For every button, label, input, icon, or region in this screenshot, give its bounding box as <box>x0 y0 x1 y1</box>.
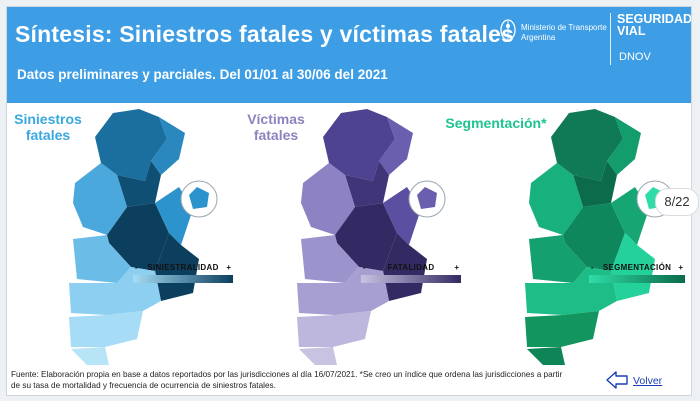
back-arrow-icon[interactable] <box>605 370 629 390</box>
scale-plus: + <box>454 263 459 272</box>
scale-minus: - <box>363 263 366 272</box>
map-north <box>95 109 167 181</box>
scale-gradient <box>361 275 461 283</box>
map-west-center <box>301 235 359 283</box>
scale-gradient <box>589 275 685 283</box>
map-northeast <box>379 117 413 175</box>
brand-name: SEGURIDAD VIAL <box>617 12 692 38</box>
brand-divider <box>610 13 611 65</box>
map-buenos-aires <box>383 233 427 301</box>
scale-label: FATALIDAD <box>387 263 435 272</box>
argentina-map <box>525 109 674 365</box>
scale-fatalidad: - FATALIDAD + <box>361 263 461 283</box>
map-title: Siniestros fatales <box>13 111 83 143</box>
scale-gradient <box>133 275 233 283</box>
ministry-country: Argentina <box>521 33 556 42</box>
map-center <box>563 203 625 271</box>
map-northeast <box>151 117 185 175</box>
map-title-line1: Segmentación* <box>445 115 547 131</box>
map-cuyo <box>301 163 355 235</box>
map-cuyo <box>73 163 127 235</box>
map-inset-caba <box>417 187 437 209</box>
map-victimas: Víctimas fatales - FATAL <box>235 103 463 367</box>
brand-line-1: SEGURIDAD <box>617 12 692 26</box>
map-patagonia-central <box>69 311 143 347</box>
scale-minus: - <box>135 263 138 272</box>
map-northeast <box>607 117 641 175</box>
map-title-line1: Víctimas <box>247 111 305 127</box>
map-inset-caba <box>189 187 209 209</box>
map-title-line2: fatales <box>253 127 299 143</box>
argentina-seal-icon <box>500 19 516 41</box>
map-title-line2: fatales <box>25 127 71 143</box>
header-band: Síntesis: Siniestros fatales y víctimas … <box>7 7 691 103</box>
map-buenos-aires <box>155 233 199 301</box>
map-title: Segmentación* <box>441 115 551 131</box>
scale-plus: + <box>226 263 231 272</box>
page-indicator: 8/22 <box>655 188 699 216</box>
map-north <box>551 109 623 181</box>
map-west-center <box>529 235 587 283</box>
map-buenos-aires <box>611 233 655 301</box>
ministry-logo: Ministerio de Transporte Argentina <box>499 15 609 45</box>
map-patagonia-south <box>71 347 109 365</box>
scale-siniestralidad: - SINIESTRALIDAD + <box>133 263 233 283</box>
map-center <box>335 203 397 271</box>
scale-label: SINIESTRALIDAD <box>147 263 219 272</box>
map-patagonia-south <box>527 347 565 365</box>
scale-segmentacion: - SEGMENTACIÓN + <box>589 263 685 283</box>
map-west-center <box>73 235 131 283</box>
map-patagonia-central <box>525 311 599 347</box>
argentina-map <box>297 109 446 365</box>
back-link[interactable]: Volver <box>633 375 663 387</box>
map-chaco <box>117 161 161 207</box>
map-patagonia-south <box>299 347 337 365</box>
scale-label: SEGMENTACIÓN <box>602 263 672 272</box>
back-button[interactable]: Volver <box>605 369 685 391</box>
map-chaco <box>345 161 389 207</box>
brand-sub: DNOV <box>619 51 651 63</box>
slide-title: Síntesis: Siniestros fatales y víctimas … <box>15 21 515 47</box>
map-siniestros: Siniestros fatales - SIN <box>7 103 235 367</box>
scale-plus: + <box>678 263 683 272</box>
source-note: Fuente: Elaboración propia en base a dat… <box>11 370 563 390</box>
map-patagonia-central <box>297 311 371 347</box>
brand-line-2: VIAL <box>617 24 646 38</box>
slide: Síntesis: Siniestros fatales y víctimas … <box>6 6 692 396</box>
ministry-name: Ministerio de Transporte <box>521 23 607 32</box>
scale-minus: - <box>591 263 594 272</box>
map-north <box>323 109 395 181</box>
slide-subtitle: Datos preliminares y parciales. Del 01/0… <box>17 67 388 82</box>
map-chaco <box>573 161 617 207</box>
map-segmentacion: Segmentación* - SEGMENTACIÓN <box>445 103 691 367</box>
map-title: Víctimas fatales <box>241 111 311 143</box>
argentina-map <box>69 109 218 365</box>
map-title-line1: Siniestros <box>14 111 82 127</box>
map-center <box>107 203 169 271</box>
map-cuyo <box>529 163 583 235</box>
